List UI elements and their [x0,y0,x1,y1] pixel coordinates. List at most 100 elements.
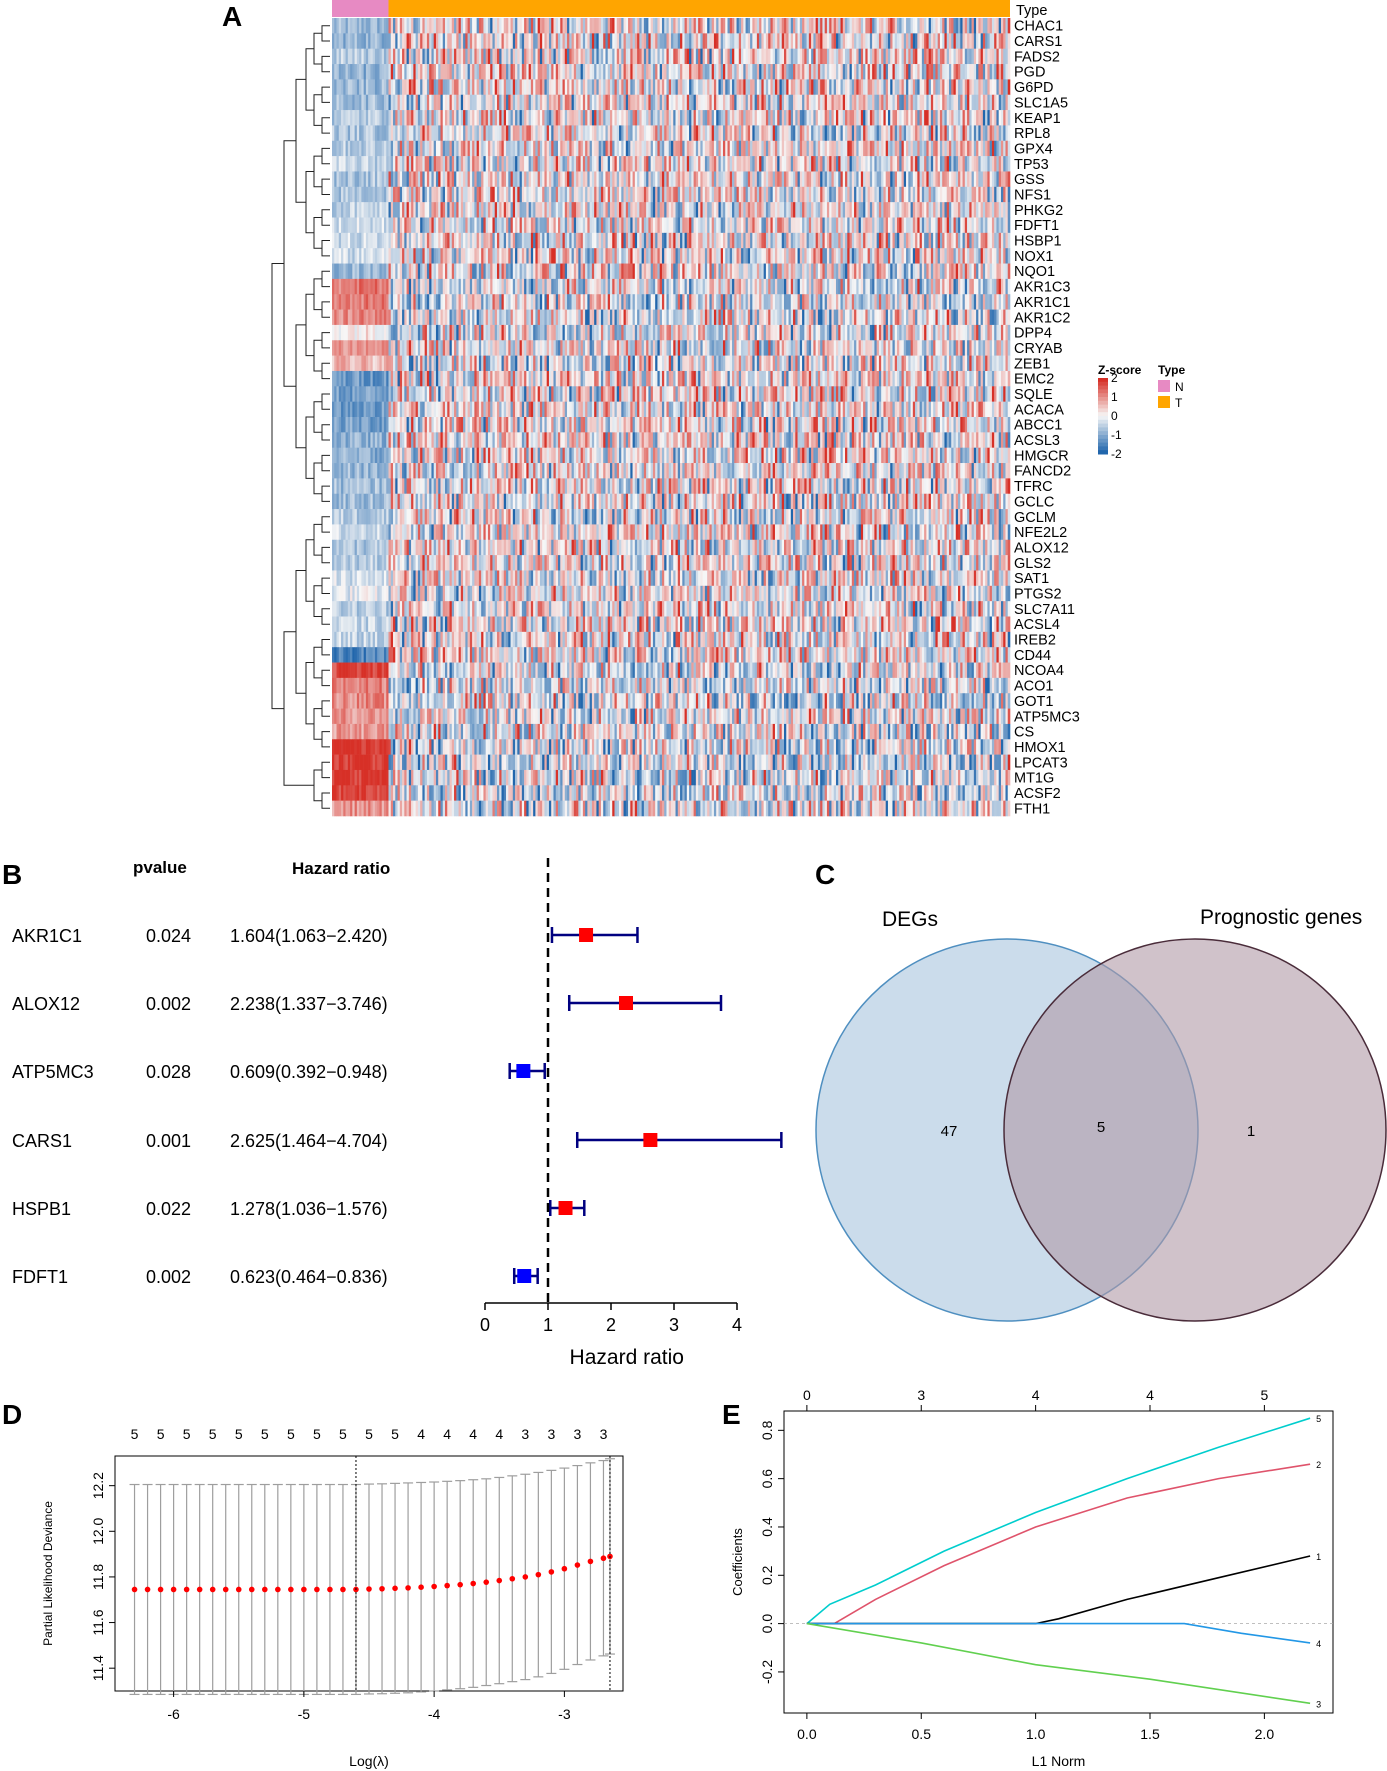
heatmap-cell [845,171,848,188]
heatmap-cell [530,248,534,264]
heatmap-cell [741,125,744,142]
heatmap-cell [458,79,462,96]
heatmap-cell [799,232,803,249]
heatmap-cell [989,217,993,234]
heatmap-cell [704,202,708,218]
heatmap-cell [799,140,803,157]
heatmap-cell [655,64,658,80]
heatmap-cell [528,64,532,80]
heatmap-cell [591,263,595,280]
heatmap-cell [567,48,570,65]
heatmap-cell [533,94,536,111]
heatmap-cell [953,33,957,49]
heatmap-cell [763,125,767,142]
heatmap-cell [365,232,369,249]
heatmap-cell [350,140,353,157]
heatmap-cell [815,202,819,218]
heatmap-cell [894,125,898,142]
heatmap-cell [989,94,993,111]
heatmap-cell [788,186,792,203]
heatmap-cell [894,48,898,65]
heatmap-cell [980,217,984,234]
heatmap-cell [883,202,886,218]
heatmap-cell [347,125,351,142]
heatmap-cell [621,48,624,65]
heatmap-cell [535,217,538,234]
heatmap-cell [732,110,735,126]
heatmap-cell [494,171,498,188]
heatmap-cell [643,33,647,49]
heatmap-cell [413,232,416,249]
heatmap-cell [872,94,875,111]
heatmap-cell [650,33,654,49]
heatmap-cell [917,79,920,96]
heatmap-cell [623,263,627,280]
heatmap-cell [815,186,819,203]
heatmap-cell [605,263,609,280]
heatmap-cell [605,140,609,157]
heatmap-cell [408,140,412,157]
heatmap-cell [698,186,701,203]
heatmap-cell [594,186,597,203]
heatmap-cell [722,110,726,126]
heatmap-cell [978,64,981,80]
heatmap-cell [424,125,428,142]
heatmap-cell [713,64,717,80]
heatmap-cell [890,79,893,96]
heatmap-cell [822,156,825,172]
heatmap-cell [928,217,932,234]
heatmap-cell [661,18,665,34]
heatmap-cell [506,217,509,234]
heatmap-cell [390,232,394,249]
heatmap-cell [890,156,893,172]
heatmap-cell [833,33,837,49]
heatmap-cell [361,33,364,49]
heatmap-cell [765,79,769,96]
heatmap-cell [691,263,694,280]
heatmap-cell [619,48,622,65]
heatmap-cell [501,110,505,126]
heatmap-cell [383,125,387,142]
heatmap-cell [424,217,428,234]
heatmap-cell [548,217,552,234]
heatmap-cell [546,79,550,96]
heatmap-cell [987,110,990,126]
heatmap-cell [786,18,789,34]
heatmap-cell [528,110,532,126]
heatmap-cell [415,48,419,65]
heatmap-cell [388,263,392,280]
heatmap-cell [763,202,767,218]
heatmap-cell [417,232,421,249]
heatmap-cell [684,125,688,142]
heatmap-cell [887,217,891,234]
heatmap-cell [530,232,534,249]
heatmap-cell [492,263,496,280]
heatmap-cell [716,33,719,49]
heatmap-cell [580,94,584,111]
heatmap-cell [910,18,914,34]
heatmap-cell [795,110,798,126]
heatmap-cell [490,186,493,203]
heatmap-cell [788,18,792,34]
heatmap-cell [596,186,599,203]
heatmap-cell [454,33,457,49]
heatmap-cell [519,171,523,188]
heatmap-cell [689,18,692,34]
heatmap-cell [458,125,462,142]
heatmap-cell [646,263,649,280]
heatmap-cell [998,79,1002,96]
heatmap-cell [347,156,351,172]
heatmap-cell [544,110,547,126]
heatmap-cell [693,33,697,49]
heatmap-cell [955,217,959,234]
heatmap-cell [915,110,918,126]
heatmap-cell [772,125,776,142]
heatmap-cell [605,33,609,49]
heatmap-cell [686,217,690,234]
heatmap-cell [820,94,823,111]
heatmap-cell [1007,140,1011,157]
heatmap-cell [567,33,570,49]
heatmap-cell [494,217,498,234]
heatmap-cell [390,140,394,157]
heatmap-cell [612,171,615,188]
